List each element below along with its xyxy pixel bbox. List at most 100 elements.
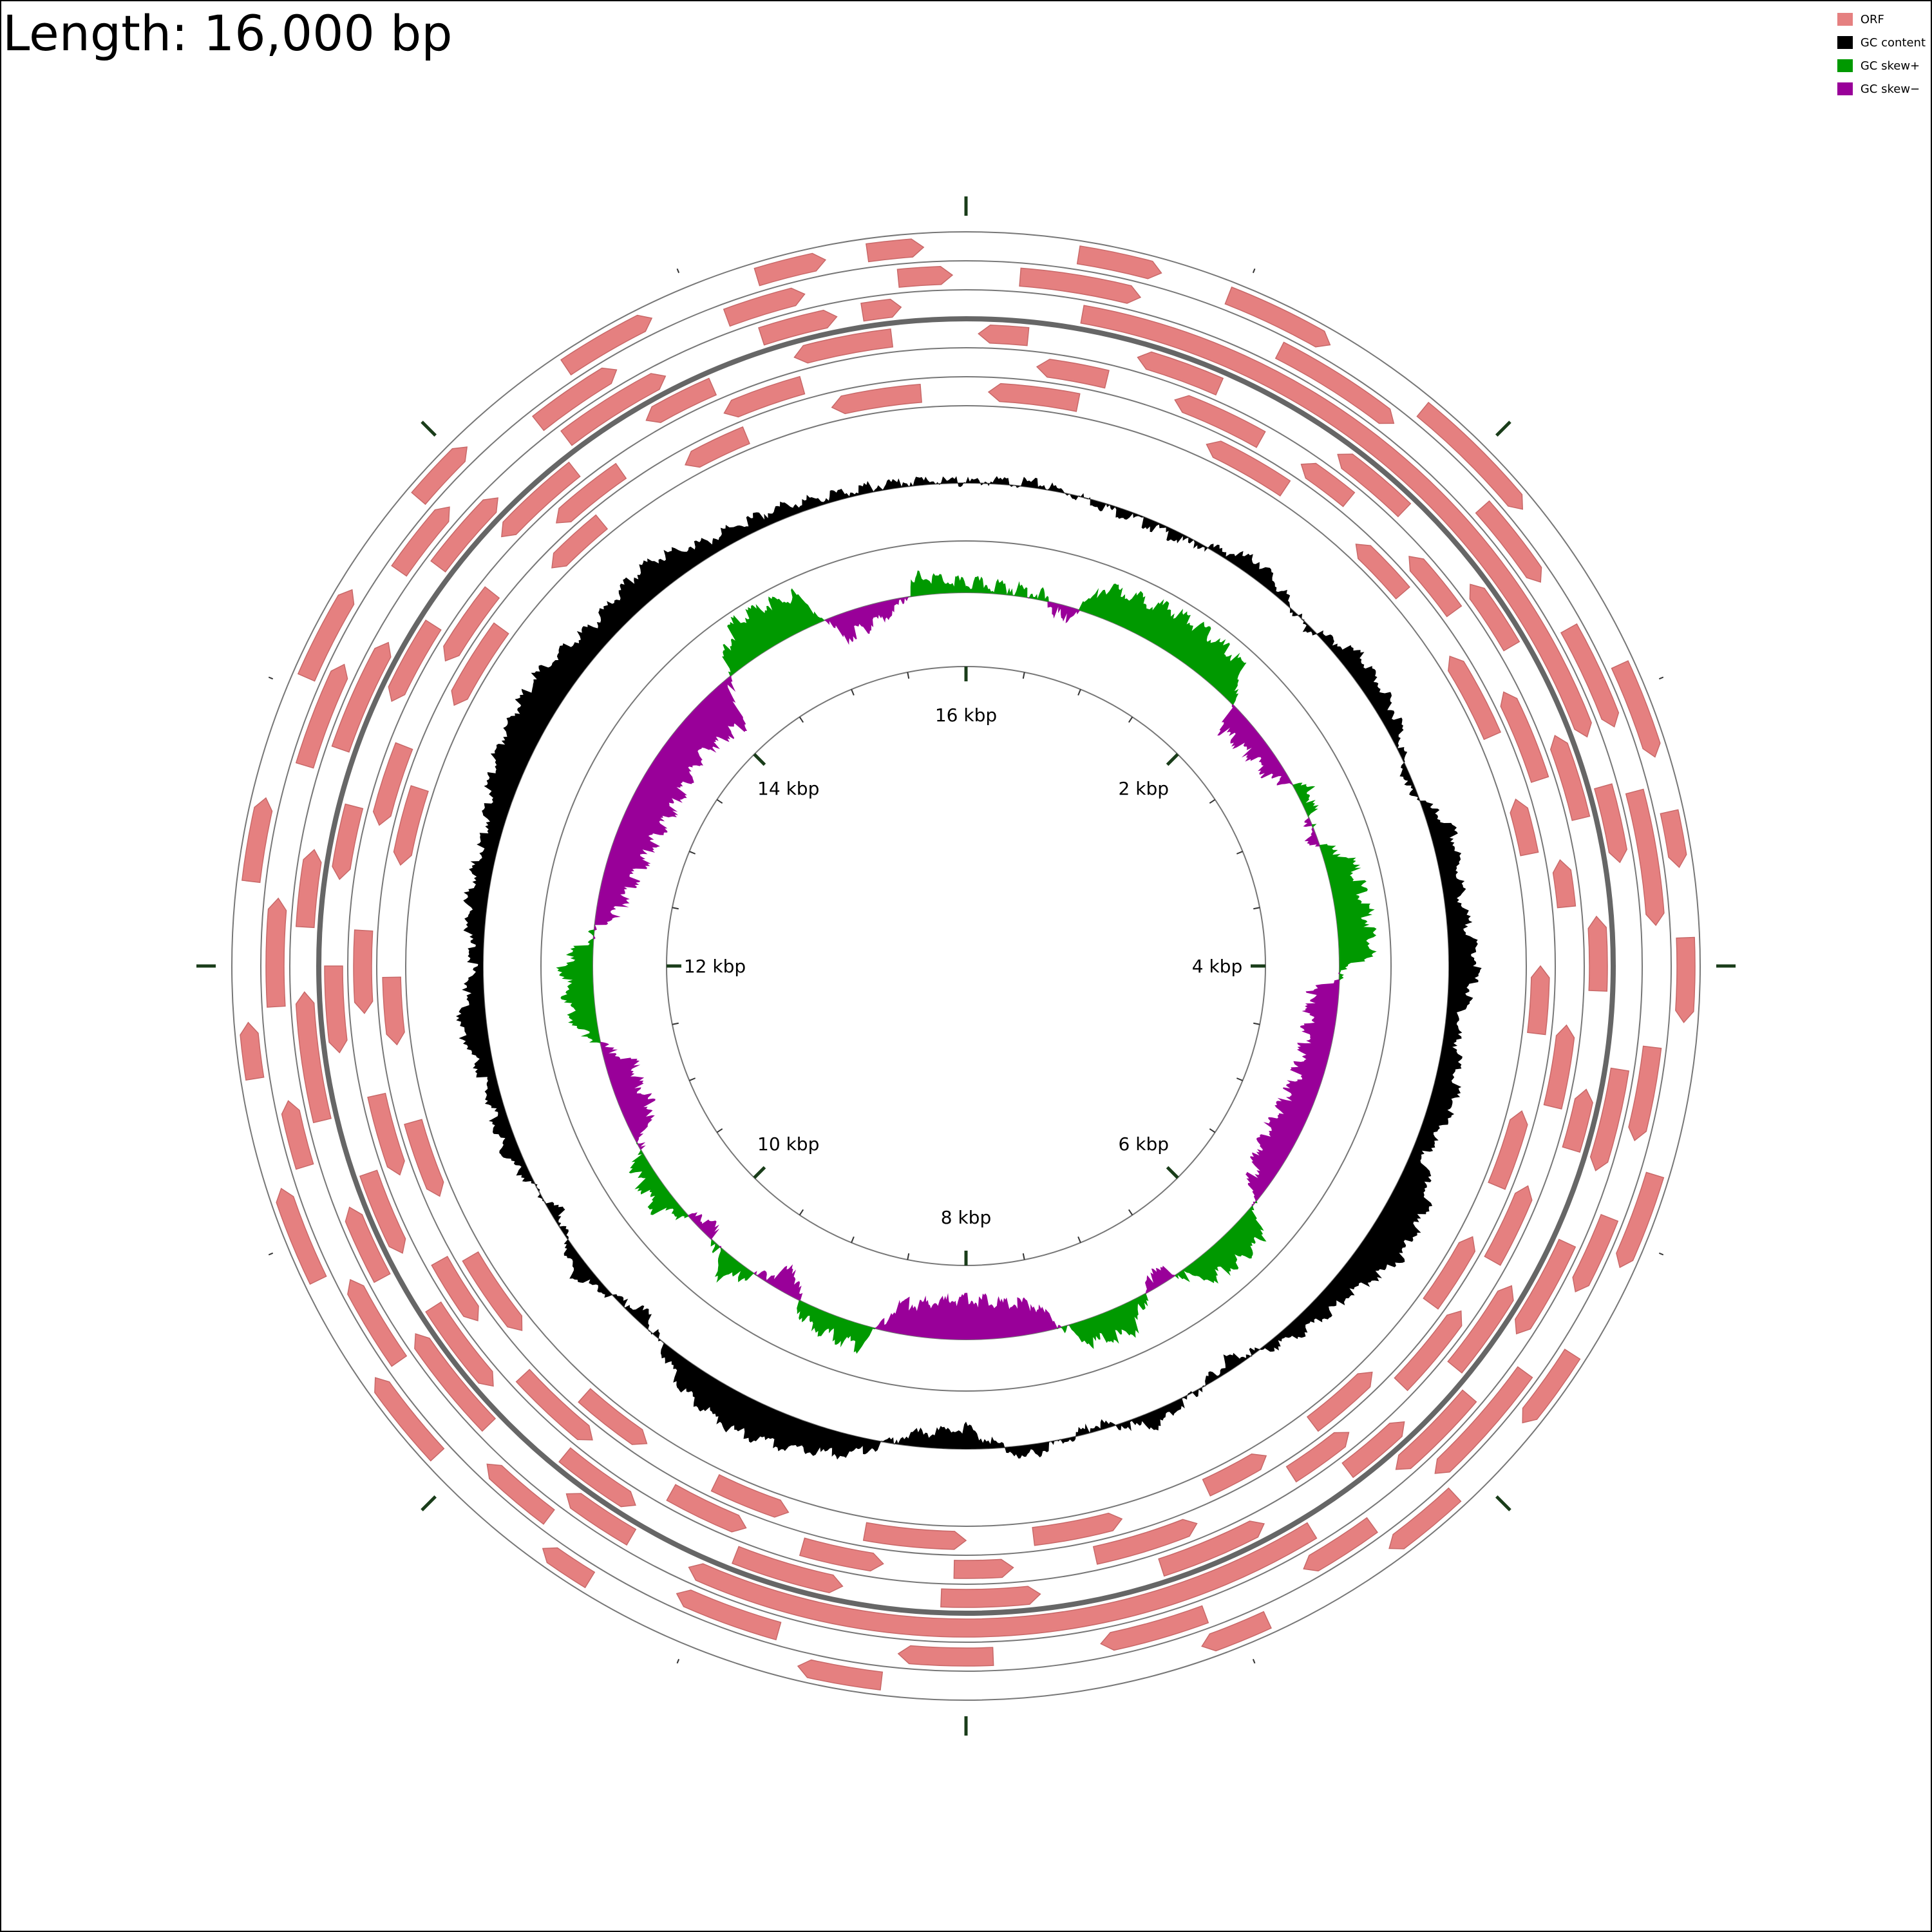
inner-guide-ring <box>540 540 1392 1392</box>
orf-track-ring <box>347 347 1585 1585</box>
legend-swatch-gc-content <box>1837 36 1853 49</box>
orf-arrow <box>324 965 348 1054</box>
outer-tick <box>676 1658 680 1664</box>
orf-arrow <box>297 589 355 682</box>
scale-tick <box>1166 753 1179 766</box>
orf-arrow <box>1388 1487 1462 1549</box>
orf-arrow <box>688 1522 1318 1638</box>
outer-tick <box>1658 1252 1664 1256</box>
orf-arrow <box>1594 783 1627 864</box>
scale-tick <box>716 1128 723 1133</box>
orf-arrow <box>753 252 827 287</box>
orf-arrow <box>831 383 922 415</box>
scale-tick <box>1166 1166 1179 1179</box>
orf-track-ring <box>405 405 1527 1527</box>
scale-label: 12 kbp <box>684 956 746 977</box>
outer-tick <box>268 676 274 680</box>
orf-arrow <box>556 462 627 524</box>
orf-arrow <box>953 1558 1014 1579</box>
orf-arrow <box>799 1537 884 1572</box>
orf-arrow <box>1572 1213 1619 1293</box>
orf-arrow <box>565 1493 637 1546</box>
orf-arrow <box>1434 1366 1533 1474</box>
orf-arrow <box>1158 1520 1265 1577</box>
orf-arrow <box>1300 462 1356 507</box>
legend-item-gc-skew-minus: GC skew− <box>1837 77 1926 100</box>
orf-arrow <box>431 1255 479 1321</box>
orf-arrow <box>896 265 954 288</box>
orf-arrow <box>578 1388 648 1445</box>
orf-arrow <box>388 619 442 702</box>
orf-arrow <box>558 1447 636 1508</box>
orf-arrow <box>367 1092 405 1176</box>
outer-tick <box>268 1252 274 1256</box>
orf-arrow <box>666 1484 747 1533</box>
orf-arrow <box>542 1547 596 1589</box>
orf-arrow <box>1416 401 1524 510</box>
orf-arrow <box>1306 1371 1373 1432</box>
orf-arrow <box>710 1473 790 1518</box>
orf-arrow <box>987 383 1081 412</box>
outer-tick <box>676 268 680 274</box>
orf-arrow <box>1303 1517 1378 1572</box>
orf-arrow <box>281 1100 314 1170</box>
scale-tick <box>851 1236 855 1243</box>
orf-arrow <box>353 929 374 1014</box>
scale-tick <box>689 851 696 855</box>
outer-tick <box>1252 1658 1256 1664</box>
orf-arrow <box>430 497 498 573</box>
orf-arrow <box>374 1377 445 1462</box>
scale-label: 14 kbp <box>757 778 819 799</box>
orf-arrow <box>1206 440 1291 497</box>
scale-tick <box>1209 799 1216 804</box>
orf-arrow <box>414 1333 497 1432</box>
orf-arrow <box>1080 305 1592 738</box>
scale-tick <box>907 1253 910 1260</box>
orf-arrow <box>411 446 468 506</box>
orf-arrow <box>1036 359 1110 389</box>
orf-arrow <box>1543 1024 1575 1110</box>
legend-item-gc-skew-plus: GC skew+ <box>1837 54 1926 77</box>
scale-tick <box>799 716 804 723</box>
orf-arrow <box>1395 1389 1477 1470</box>
orf-arrow <box>1549 734 1591 821</box>
scale-label: 4 kbp <box>1192 956 1242 977</box>
orf-track-ring <box>376 376 1556 1556</box>
orf-arrow <box>359 1170 406 1254</box>
orf-arrow <box>501 461 581 538</box>
scale-tick <box>1253 907 1260 910</box>
orf-arrow <box>551 514 609 569</box>
orf-arrow <box>295 991 332 1124</box>
orf-arrow <box>758 309 838 346</box>
scale-tick <box>1077 689 1081 696</box>
scale-label: 2 kbp <box>1119 778 1169 799</box>
scale-tick <box>672 907 679 910</box>
outer-tick <box>1658 676 1664 680</box>
legend-swatch-gc-skew-minus <box>1837 82 1853 95</box>
orf-arrow <box>347 1279 408 1367</box>
orf-arrow <box>1562 1088 1593 1153</box>
orf-arrow <box>723 375 806 418</box>
orf-track-ring <box>289 289 1643 1643</box>
orf-arrow <box>866 238 925 263</box>
orf-arrow <box>940 1586 1041 1608</box>
scale-tick <box>672 1022 679 1025</box>
orf-arrow <box>345 1206 391 1283</box>
orf-arrow <box>793 328 894 364</box>
orf-arrow <box>1447 1285 1514 1374</box>
outer-tick <box>421 421 437 437</box>
orf-arrow <box>531 367 618 431</box>
orf-arrow <box>462 1251 523 1331</box>
legend-label-orf: ORF <box>1860 12 1884 26</box>
orf-arrow <box>391 506 450 577</box>
scale-tick <box>1236 1077 1243 1081</box>
orf-arrow <box>296 849 322 929</box>
scale-tick <box>716 799 723 804</box>
orf-arrow <box>1515 1238 1577 1335</box>
orf-arrow <box>1019 267 1142 304</box>
orf-arrow <box>645 377 717 423</box>
orf-arrow <box>732 1546 844 1593</box>
orf-arrow <box>685 426 750 468</box>
orf-arrow <box>372 742 413 826</box>
